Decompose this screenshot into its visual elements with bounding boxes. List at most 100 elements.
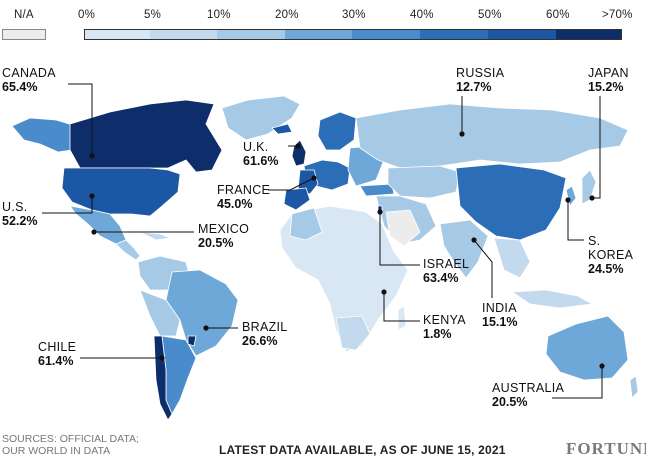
legend-swatch — [285, 29, 352, 40]
legend-swatch — [217, 29, 285, 40]
callout-japan-name: JAPAN — [588, 66, 629, 80]
callout-brazil-value: 26.6% — [242, 334, 278, 348]
leader-france — [268, 177, 315, 191]
callout-us-value: 52.2% — [2, 214, 38, 228]
marker-dot-uk — [295, 143, 301, 149]
legend-swatch — [150, 29, 217, 40]
leader-us — [42, 196, 93, 214]
marker-dot-brazil — [203, 325, 209, 331]
legend-swatch — [488, 29, 556, 40]
callout-uk-value: 61.6% — [243, 154, 279, 168]
callout-kenya-value: 1.8% — [423, 327, 452, 341]
australia — [545, 315, 629, 381]
callout-russia: RUSSIA 12.7% — [456, 66, 504, 94]
callout-chile: CHILE 61.4% — [38, 340, 76, 368]
greenland — [221, 95, 301, 141]
caribbean — [139, 231, 172, 241]
china — [455, 163, 567, 241]
callout-india-value: 15.1% — [482, 315, 518, 329]
callout-france-name: FRANCE — [217, 183, 271, 197]
legend-swatch — [352, 29, 420, 40]
legend-swatch — [420, 29, 488, 40]
legend-tick-label: 10% — [207, 9, 231, 21]
chile — [153, 335, 173, 421]
leader-canada — [68, 83, 93, 156]
peru-bolivia — [139, 289, 181, 337]
marker-dot-kenya — [381, 289, 387, 295]
marker-dot-israel — [377, 209, 383, 215]
madagascar — [397, 305, 407, 331]
scandinavia — [317, 111, 357, 151]
marker-dot-russia — [459, 131, 465, 137]
footer-sources-line2: OUR WORLD IN DATA — [2, 445, 111, 457]
legend-swatch — [84, 29, 150, 40]
marker-dot-us — [89, 193, 95, 199]
callout-australia: AUSTRALIA 20.5% — [492, 381, 564, 409]
central-asia — [387, 165, 461, 199]
leader-skorea — [567, 200, 584, 241]
callout-australia-name: AUSTRALIA — [492, 381, 565, 395]
iberia — [283, 187, 311, 211]
callout-israel: ISRAEL 63.4% — [423, 257, 469, 285]
callout-france: FRANCE 45.0% — [217, 183, 270, 211]
callout-india-name: INDIA — [482, 301, 517, 315]
new-zealand — [629, 375, 639, 399]
callout-chile-name: CHILE — [38, 340, 77, 354]
fortune-logo: FORTUNE — [566, 439, 646, 458]
north-africa — [289, 207, 323, 241]
callout-brazil: BRAZIL 26.6% — [242, 320, 288, 348]
india — [439, 219, 489, 279]
callout-skorea-value: 24.5% — [588, 262, 624, 276]
marker-dot-japan — [589, 195, 595, 201]
callout-mexico-name: MEXICO — [198, 222, 250, 236]
legend-swatch — [556, 29, 622, 40]
callout-israel-value: 63.4% — [423, 271, 459, 285]
marker-dot-australia — [599, 363, 605, 369]
legend-tick-label: >70% — [602, 9, 633, 21]
callout-brazil-name: BRAZIL — [242, 320, 288, 334]
footer-sources: SOURCES: OFFICIAL DATA; OUR WORLD IN DAT… — [2, 433, 139, 457]
legend-tick-label: 0% — [78, 9, 96, 21]
footer-note: LATEST DATA AVAILABLE, AS OF JUNE 15, 20… — [219, 443, 506, 457]
legend-tick-label: 40% — [410, 9, 434, 21]
callout-skorea-name: S. KOREA — [588, 234, 634, 262]
leader-india — [473, 239, 493, 298]
marker-dot-mexico — [91, 229, 97, 235]
leader-israel — [379, 212, 420, 266]
alaska — [11, 117, 77, 153]
callout-skorea: S. KOREA 24.5% — [588, 234, 646, 276]
callout-chile-value: 61.4% — [38, 354, 74, 368]
legend-tick-label: 50% — [478, 9, 502, 21]
russia — [355, 103, 629, 169]
legend-tick-label: 5% — [144, 9, 162, 21]
callout-russia-name: RUSSIA — [456, 66, 505, 80]
southern-africa — [335, 315, 371, 351]
callout-australia-value: 20.5% — [492, 395, 528, 409]
marker-dot-france — [311, 175, 317, 181]
legend-tick-label: 20% — [275, 9, 299, 21]
footer-sources-line1: SOURCES: OFFICIAL DATA; — [2, 433, 139, 445]
callout-us: U.S. 52.2% — [2, 200, 37, 228]
legend-na-swatch — [2, 29, 46, 40]
canada — [69, 99, 223, 173]
central-america — [115, 239, 141, 261]
callout-us-name: U.S. — [2, 200, 28, 214]
callout-israel-name: ISRAEL — [423, 257, 470, 271]
marker-dot-skorea — [565, 197, 571, 203]
marker-dot-india — [471, 237, 477, 243]
callout-mexico-value: 20.5% — [198, 236, 234, 250]
leader-kenya — [383, 292, 420, 322]
callout-uk-name: U.K. — [243, 140, 269, 154]
callout-uk: U.K. 61.6% — [243, 140, 278, 168]
marker-dot-canada — [89, 153, 95, 159]
callout-mexico: MEXICO 20.5% — [198, 222, 249, 250]
saudi-arabia — [385, 209, 421, 247]
callout-france-value: 45.0% — [217, 197, 253, 211]
callout-kenya-name: KENYA — [423, 313, 466, 327]
callout-kenya: KENYA 1.8% — [423, 313, 466, 341]
leader-australia — [552, 366, 603, 399]
africa — [279, 205, 409, 353]
callout-japan: JAPAN 15.2% — [588, 66, 629, 94]
